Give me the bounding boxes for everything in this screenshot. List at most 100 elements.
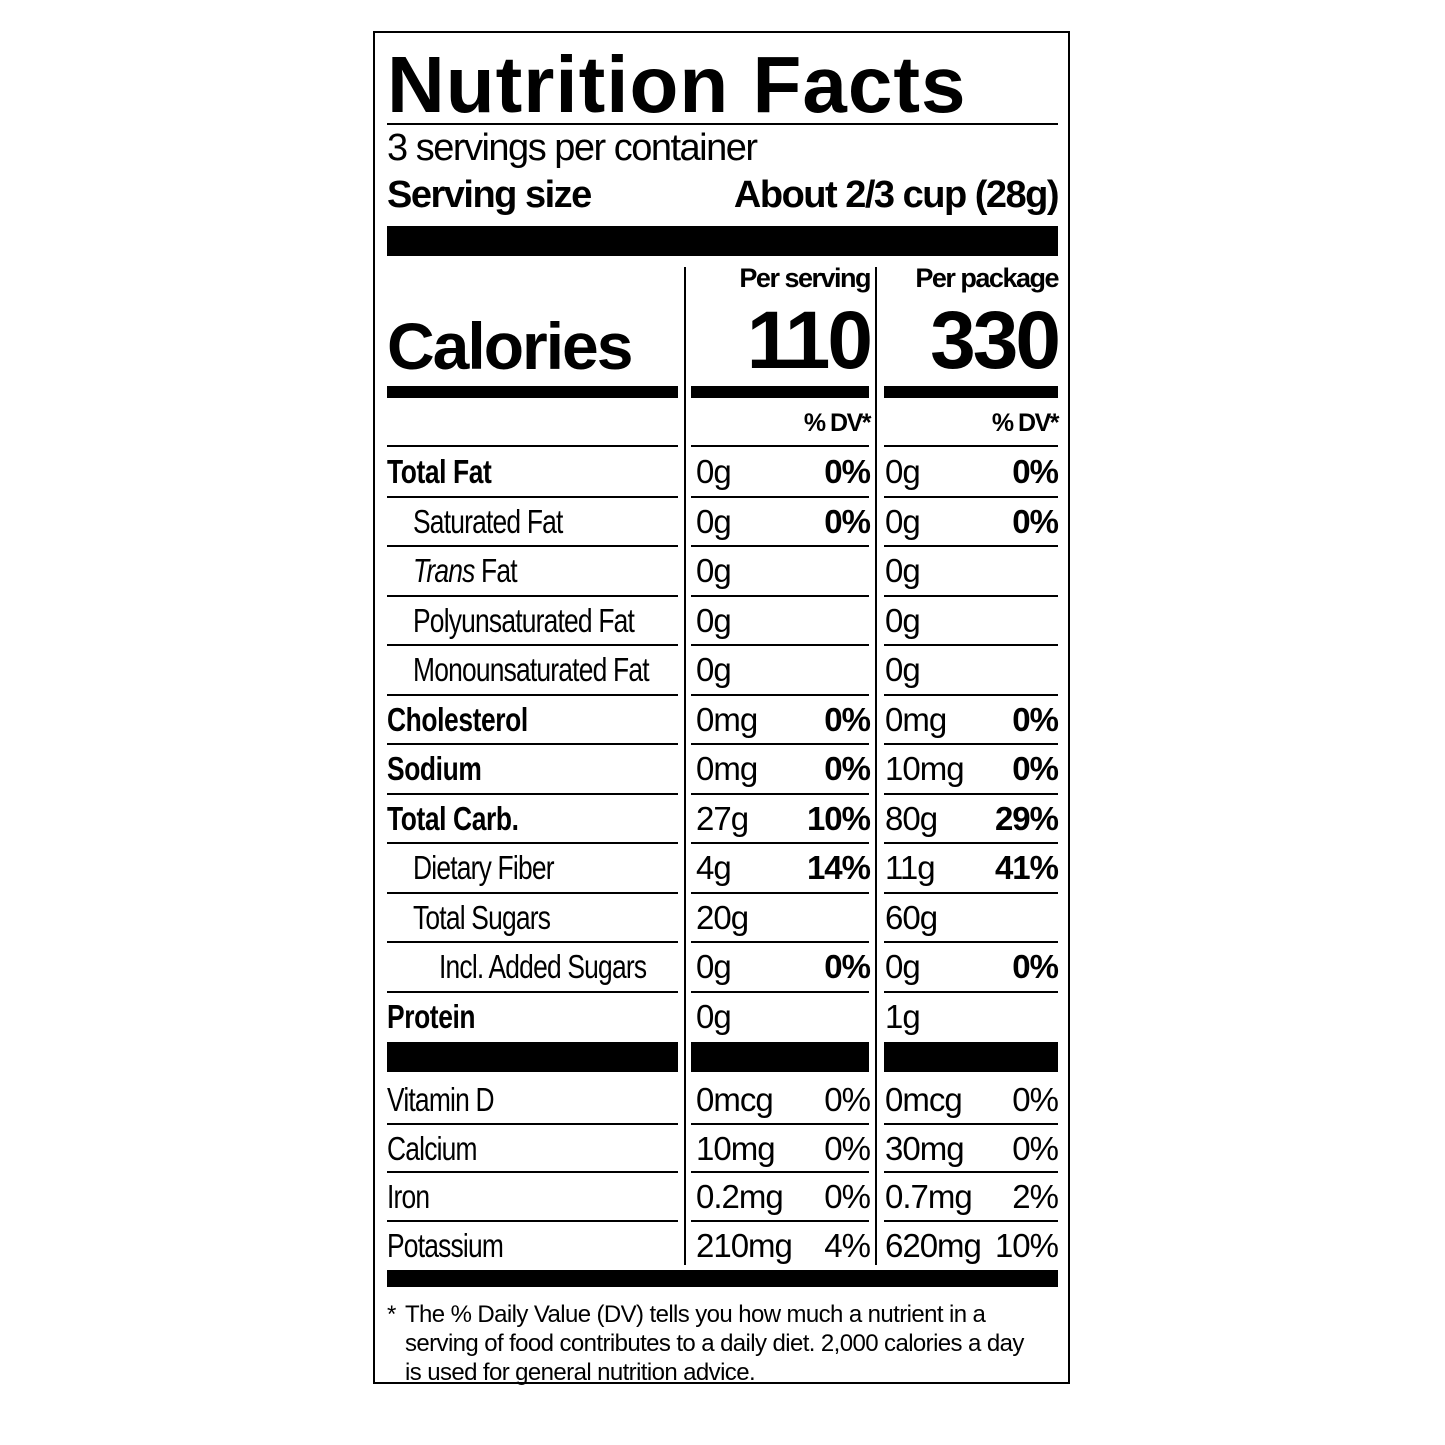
row-divider xyxy=(691,594,869,597)
nutrient-label: Incl. Added Sugars xyxy=(439,948,647,985)
nutrient-row: Dietary Fiber 4g 14% 11g 41% xyxy=(0,844,1445,894)
package-dv: 0% xyxy=(1012,1081,1059,1118)
nutrient-label: Total Sugars xyxy=(413,898,551,936)
nutrient-label: Total Fat xyxy=(387,453,492,490)
row-divider xyxy=(691,842,869,844)
nutrient-row: Trans Fat 0g 0g xyxy=(0,547,1445,597)
row-divider xyxy=(884,594,1058,597)
serving-amount: 20g xyxy=(696,898,749,936)
package-amount: 0g xyxy=(885,651,921,688)
thick-divider xyxy=(387,1042,678,1072)
row-divider xyxy=(884,842,1058,844)
serving-dv: 0% xyxy=(824,1129,871,1167)
nutrition-label-frame xyxy=(373,31,1070,1384)
serving-amount: 210mg xyxy=(696,1226,793,1264)
column-divider-package xyxy=(875,267,877,1265)
nutrient-row: Total Fat 0g 0% 0g 0% xyxy=(0,448,1445,498)
vitamin-row: Calcium 10mg 0% 30mg 0% xyxy=(0,1125,1445,1173)
package-amount: 80g xyxy=(885,799,938,837)
column-divider-serving xyxy=(684,267,686,1265)
thick-divider xyxy=(884,1042,1058,1072)
calories-bar xyxy=(691,386,869,398)
row-divider xyxy=(884,1122,1058,1125)
per-serving-header: Per serving xyxy=(739,263,871,293)
serving-dv: 0% xyxy=(824,502,871,540)
nutrient-label: Total Carb. xyxy=(387,799,519,837)
serving-size-label: Serving size xyxy=(387,174,592,216)
row-divider xyxy=(387,644,678,646)
row-divider xyxy=(691,693,869,696)
serving-amount: 0g xyxy=(696,997,732,1035)
row-divider xyxy=(884,941,1058,943)
package-dv: 29% xyxy=(994,799,1059,837)
serving-amount: 10mg xyxy=(696,1129,776,1167)
nutrient-row: Monounsaturated Fat 0g 0g xyxy=(0,646,1445,696)
footnote-text: The % Daily Value (DV) tells you how muc… xyxy=(405,1301,1024,1386)
row-divider xyxy=(884,693,1058,696)
package-dv: 2% xyxy=(1012,1178,1059,1215)
package-dv: 0% xyxy=(1012,453,1059,490)
nutrient-label: Dietary Fiber xyxy=(413,849,555,886)
vitamin-row: Iron 0.2mg 0% 0.7mg 2% xyxy=(0,1173,1445,1222)
serving-amount: 0g xyxy=(696,601,732,639)
row-divider xyxy=(387,594,678,597)
package-amount: 620mg xyxy=(885,1226,982,1264)
row-divider xyxy=(884,1219,1058,1222)
nutrient-label: Trans Fat xyxy=(413,548,518,594)
row-divider xyxy=(387,545,678,547)
row-divider xyxy=(884,1171,1058,1173)
row-divider xyxy=(691,743,869,745)
dv-header-serving: % DV* xyxy=(803,409,872,437)
row-divider xyxy=(691,891,869,894)
package-amount: 0g xyxy=(885,552,921,589)
dv-header-package: % DV* xyxy=(991,409,1060,437)
package-dv: 0% xyxy=(1012,502,1059,540)
package-dv: 10% xyxy=(994,1226,1059,1264)
serving-amount: 0mg xyxy=(696,750,758,787)
serving-dv: 14% xyxy=(806,849,871,886)
row-divider xyxy=(387,495,678,498)
serving-size-value: About 2/3 cup (28g) xyxy=(733,174,1060,216)
row-divider xyxy=(884,743,1058,745)
calories-per-package: 330 xyxy=(930,295,1061,386)
row-divider xyxy=(884,495,1058,498)
nutrient-label: Saturated Fat xyxy=(413,502,563,540)
row-divider xyxy=(691,644,869,646)
row-divider xyxy=(387,1219,678,1222)
row-divider xyxy=(387,693,678,696)
row-divider xyxy=(691,990,869,993)
row-divider xyxy=(691,941,869,943)
calories-bar xyxy=(884,386,1058,398)
row-divider xyxy=(387,891,678,894)
package-dv: 0% xyxy=(1012,1129,1059,1167)
serving-dv: 0% xyxy=(824,948,871,985)
row-divider xyxy=(387,1122,678,1125)
serving-dv: 0% xyxy=(824,453,871,490)
package-amount: 0.7mg xyxy=(885,1178,973,1215)
vitamin-row: Vitamin D 0mcg 0% 0mcg 0% xyxy=(0,1076,1445,1125)
thick-divider xyxy=(387,226,1058,256)
nutrient-row: Sodium 0mg 0% 10mg 0% xyxy=(0,745,1445,795)
package-amount: 0g xyxy=(885,502,921,540)
nutrient-row: Cholesterol 0mg 0% 0mg 0% xyxy=(0,696,1445,745)
nutrient-label: Sodium xyxy=(387,750,482,787)
serving-amount: 0g xyxy=(696,502,732,540)
thick-divider xyxy=(691,1042,869,1072)
serving-amount: 0g xyxy=(696,552,732,589)
nutrient-row: Total Sugars 20g 60g xyxy=(0,894,1445,943)
row-divider xyxy=(691,545,869,547)
package-dv: 41% xyxy=(994,849,1059,886)
serving-amount: 0g xyxy=(696,453,732,490)
serving-amount: 0g xyxy=(696,651,732,688)
nutrient-label: Monounsaturated Fat xyxy=(413,651,650,688)
package-amount: 11g xyxy=(885,849,936,886)
nutrient-row: Total Carb. 27g 10% 80g 29% xyxy=(0,795,1445,844)
package-amount: 0g xyxy=(885,453,921,490)
serving-amount: 0g xyxy=(696,948,732,985)
package-dv: 0% xyxy=(1012,700,1059,738)
nutrient-label: Iron xyxy=(387,1178,430,1215)
serving-dv: 10% xyxy=(806,799,871,837)
serving-dv: 0% xyxy=(824,1081,871,1118)
row-divider xyxy=(884,891,1058,894)
bottom-thick-divider xyxy=(387,1270,1058,1287)
